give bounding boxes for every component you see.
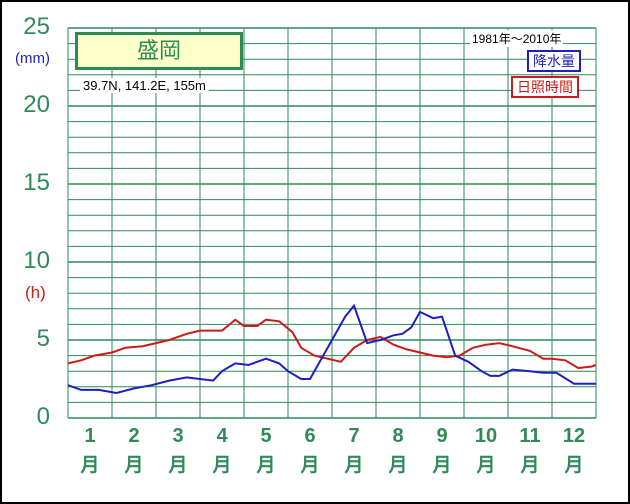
station-name-box: 盛岡 — [75, 32, 243, 70]
x-tick-month-1: 1 — [84, 425, 96, 447]
station-coordinates: 39.7N, 141.2E, 155m — [80, 78, 209, 93]
x-tick-month-7: 7 — [348, 425, 360, 447]
x-tick-month-8: 8 — [392, 425, 404, 447]
y-tick-0: 0 — [36, 403, 50, 430]
x-tick-month-6: 6 — [304, 425, 316, 447]
precipitation-line — [67, 303, 596, 395]
y-tick-5: 5 — [36, 325, 50, 352]
x-tick-unit: 月 — [168, 455, 188, 476]
x-tick-unit: 月 — [432, 455, 452, 476]
x-tick-unit: 月 — [212, 455, 232, 476]
x-tick-month-10: 10 — [474, 425, 498, 447]
precip-unit-label: (mm) — [15, 50, 50, 67]
legend-precipitation: 降水量 — [527, 50, 581, 72]
x-tick-unit: 月 — [344, 455, 364, 476]
x-tick-unit: 月 — [256, 455, 276, 476]
sun-unit-label: (h) — [25, 283, 46, 302]
x-tick-unit: 月 — [564, 455, 584, 476]
x-tick-month-9: 9 — [436, 425, 448, 447]
x-tick-unit: 月 — [388, 455, 408, 476]
y-tick-20: 20 — [23, 91, 50, 118]
x-tick-unit: 月 — [520, 455, 540, 476]
station-name: 盛岡 — [136, 38, 181, 63]
x-tick-month-5: 5 — [260, 425, 272, 447]
legend-sunshine: 日照時間 — [511, 76, 579, 98]
y-tick-25: 25 — [23, 13, 50, 40]
x-tick-month-12: 12 — [562, 425, 586, 447]
grid-horizontal — [68, 27, 596, 419]
x-tick-month-11: 11 — [519, 425, 541, 447]
x-tick-month-3: 3 — [172, 425, 184, 447]
x-tick-month-4: 4 — [216, 425, 228, 447]
x-tick-month-2: 2 — [128, 425, 140, 447]
y-tick-15: 15 — [23, 169, 50, 196]
period-label: 1981年～2010年 — [470, 30, 564, 47]
x-tick-unit: 月 — [124, 455, 144, 476]
y-tick-10: 10 — [23, 247, 50, 274]
x-tick-unit: 月 — [80, 455, 100, 476]
x-tick-unit: 月 — [300, 455, 320, 476]
sun-hours-line — [67, 318, 597, 370]
x-tick-unit: 月 — [476, 455, 496, 476]
